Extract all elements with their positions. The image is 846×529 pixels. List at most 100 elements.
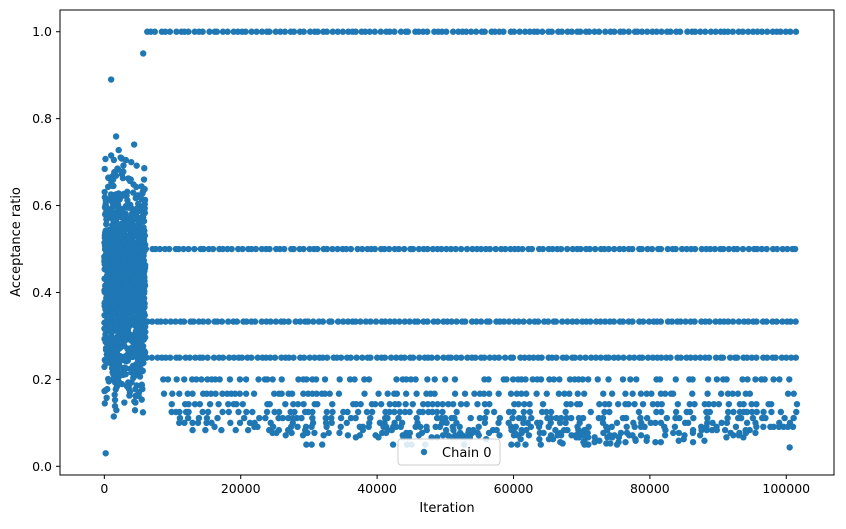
data-point xyxy=(433,408,441,416)
data-point xyxy=(225,354,233,361)
data-point xyxy=(323,28,331,35)
data-point xyxy=(529,376,536,383)
data-point xyxy=(725,245,733,253)
data-point xyxy=(557,432,565,439)
data-point xyxy=(292,318,299,325)
data-point xyxy=(629,318,636,325)
data-point xyxy=(477,245,485,253)
data-point xyxy=(198,376,205,383)
data-point xyxy=(325,429,332,437)
data-point xyxy=(409,400,416,408)
data-point xyxy=(107,152,115,159)
data-point xyxy=(493,426,500,434)
data-point xyxy=(610,318,618,325)
data-point xyxy=(591,28,598,35)
data-point xyxy=(594,376,601,383)
data-point xyxy=(556,419,564,427)
data-point xyxy=(441,376,449,383)
data-point xyxy=(225,408,232,416)
y-axis-label: Acceptance ratio xyxy=(9,187,24,297)
data-point xyxy=(783,354,790,361)
data-point xyxy=(606,408,613,416)
data-point xyxy=(474,400,481,408)
data-point xyxy=(569,245,576,253)
data-point xyxy=(537,441,544,448)
data-point xyxy=(753,423,760,431)
data-point xyxy=(281,245,288,253)
data-point xyxy=(431,390,438,397)
data-point xyxy=(580,390,588,397)
data-point xyxy=(117,154,124,161)
data-point xyxy=(160,376,167,383)
data-point xyxy=(740,434,747,441)
data-point xyxy=(547,414,555,422)
data-point xyxy=(113,210,120,218)
data-point xyxy=(303,441,310,448)
data-point xyxy=(109,182,116,190)
data-point xyxy=(562,419,569,427)
data-point xyxy=(558,28,566,35)
data-point xyxy=(233,318,241,325)
data-point xyxy=(527,423,535,431)
data-point xyxy=(384,390,391,397)
data-point xyxy=(683,245,690,253)
data-point xyxy=(782,28,790,35)
data-point xyxy=(559,440,566,447)
data-point xyxy=(517,435,524,443)
data-point xyxy=(548,28,556,35)
data-point xyxy=(501,354,509,361)
data-point xyxy=(337,423,344,431)
data-point xyxy=(472,28,480,35)
data-point xyxy=(373,354,381,361)
data-point xyxy=(124,197,131,204)
data-point xyxy=(141,323,149,330)
data-point xyxy=(708,426,716,434)
data-point xyxy=(481,28,488,35)
data-point xyxy=(730,432,737,439)
data-point xyxy=(457,354,465,361)
data-point xyxy=(300,354,308,361)
data-point xyxy=(671,423,679,431)
data-point xyxy=(255,376,262,383)
data-point xyxy=(602,28,609,35)
data-point xyxy=(412,376,419,383)
data-point xyxy=(763,354,771,361)
data-point xyxy=(513,390,521,397)
data-point xyxy=(585,423,592,431)
data-point xyxy=(300,390,307,397)
data-point xyxy=(557,414,565,422)
data-point xyxy=(202,426,209,434)
data-point xyxy=(209,245,217,253)
data-point xyxy=(439,400,446,408)
data-point xyxy=(396,408,404,416)
data-point xyxy=(391,408,398,416)
data-point xyxy=(447,245,455,253)
data-point xyxy=(717,390,725,397)
data-point xyxy=(149,318,156,325)
data-point xyxy=(605,376,612,383)
data-point xyxy=(365,376,373,383)
data-point xyxy=(792,28,800,35)
data-point xyxy=(186,354,193,361)
data-point xyxy=(713,376,721,383)
data-point xyxy=(518,390,525,397)
y-tick-label: 0.0 xyxy=(32,459,52,474)
data-point xyxy=(124,204,132,211)
data-point xyxy=(500,318,508,325)
data-point xyxy=(227,419,234,427)
data-point xyxy=(143,354,150,361)
data-point xyxy=(319,441,326,448)
data-point xyxy=(607,440,614,447)
data-point xyxy=(381,245,388,253)
data-point xyxy=(128,158,135,166)
data-point xyxy=(566,376,574,383)
data-point xyxy=(507,390,515,397)
data-point xyxy=(115,225,122,233)
data-point xyxy=(138,381,146,388)
data-point xyxy=(516,28,523,35)
data-point xyxy=(536,435,543,443)
data-point xyxy=(669,429,677,437)
data-point xyxy=(692,28,699,35)
data-point xyxy=(133,183,140,191)
